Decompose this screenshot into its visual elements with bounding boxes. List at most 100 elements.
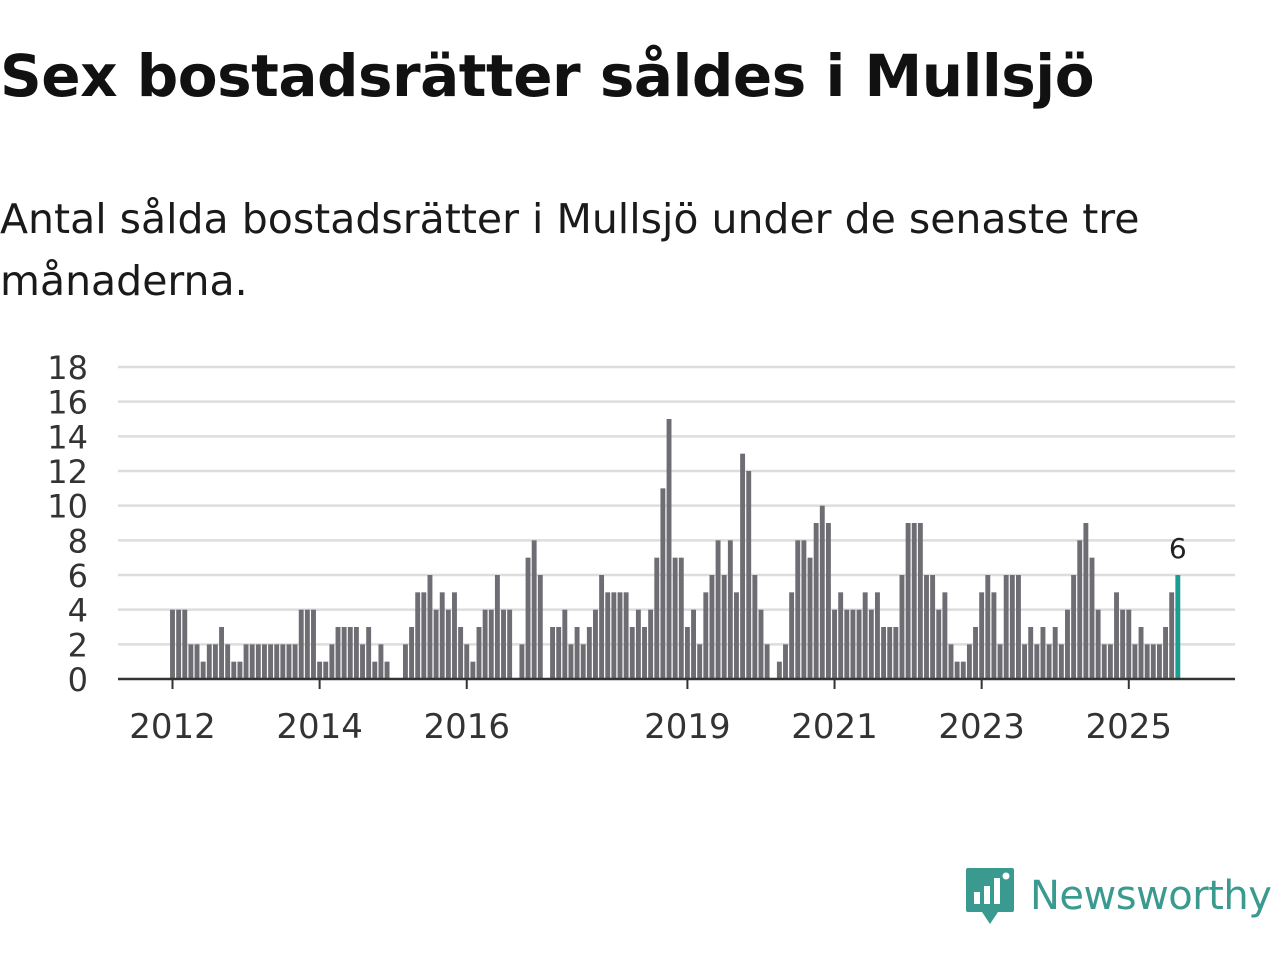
bar	[629, 627, 635, 679]
data-label-last: 6	[1169, 532, 1187, 565]
y-tick-label: 4	[68, 592, 88, 630]
bar	[979, 592, 985, 679]
bar	[985, 575, 991, 679]
y-tick-label: 6	[68, 557, 88, 595]
bar	[599, 575, 605, 679]
bar	[409, 627, 415, 679]
bar	[825, 523, 831, 679]
bar	[519, 644, 525, 679]
bar	[740, 453, 746, 679]
bar	[844, 609, 850, 679]
bar	[966, 644, 972, 679]
bar	[482, 609, 488, 679]
bar	[1144, 644, 1150, 679]
bar	[887, 627, 893, 679]
bar	[721, 575, 727, 679]
bar	[1065, 609, 1070, 679]
newsworthy-icon	[966, 868, 1014, 924]
bar	[1083, 523, 1089, 679]
bar	[623, 592, 629, 679]
bar	[617, 592, 623, 679]
bar	[666, 419, 672, 679]
bar	[795, 540, 801, 679]
y-tick-label: 8	[68, 522, 88, 560]
bar	[335, 627, 341, 679]
bar	[323, 661, 329, 679]
bar	[580, 644, 586, 679]
bar	[936, 609, 942, 679]
bar	[752, 575, 758, 679]
bar	[1034, 644, 1040, 679]
bar	[1095, 609, 1101, 679]
bar	[194, 644, 200, 679]
bar	[304, 609, 310, 679]
bar	[255, 644, 261, 679]
y-tick-label: 16	[47, 384, 88, 422]
y-tick-label: 0	[68, 661, 88, 699]
bar	[1071, 575, 1077, 679]
x-tick-label: 2012	[129, 707, 216, 747]
bar	[574, 627, 580, 679]
bar	[415, 592, 421, 679]
bar	[501, 609, 506, 679]
x-tick-label: 2025	[1086, 707, 1173, 747]
chart-title: Sex bostadsrätter såldes i Mullsjö	[0, 42, 1095, 110]
bar	[274, 644, 280, 679]
bar	[734, 592, 739, 679]
bar	[1009, 575, 1015, 679]
bar	[488, 609, 494, 679]
bar	[954, 661, 960, 679]
bar	[783, 644, 788, 679]
bar	[850, 609, 856, 679]
bar	[360, 644, 365, 679]
bar	[838, 592, 844, 679]
bar	[421, 592, 427, 679]
bar	[660, 488, 666, 679]
bar	[298, 609, 304, 679]
bar	[697, 644, 703, 679]
bar	[476, 627, 482, 679]
bar	[813, 523, 819, 679]
bar	[433, 609, 439, 679]
bar	[470, 661, 476, 679]
bar	[568, 644, 574, 679]
bar	[899, 575, 905, 679]
bar-highlight	[1175, 575, 1181, 679]
bar	[807, 557, 813, 679]
bar	[911, 523, 917, 679]
x-tick-label: 2023	[938, 707, 1025, 747]
bar	[427, 575, 433, 679]
bar	[1052, 627, 1058, 679]
bar	[556, 627, 562, 679]
bar	[176, 609, 182, 679]
bar	[225, 644, 231, 679]
bar	[635, 609, 641, 679]
bar	[206, 644, 212, 679]
bar	[1022, 644, 1028, 679]
bar	[746, 471, 752, 679]
brand-name: Newsworthy	[1030, 873, 1272, 919]
bar	[611, 592, 617, 679]
bar	[1089, 557, 1095, 679]
bar	[243, 644, 249, 679]
x-tick-label: 2014	[276, 707, 363, 747]
bar	[237, 661, 243, 679]
bar	[776, 661, 782, 679]
bar	[764, 644, 770, 679]
bar	[347, 627, 353, 679]
bar	[507, 609, 513, 679]
bar	[832, 609, 837, 679]
y-tick-label: 18	[47, 349, 88, 387]
bar	[924, 575, 929, 679]
bar	[875, 592, 880, 679]
x-tick-label: 2021	[791, 707, 878, 747]
bar	[249, 644, 255, 679]
chart-subtitle: Antal sålda bostadsrätter i Mullsjö unde…	[0, 195, 1140, 305]
bar	[402, 644, 408, 679]
bar	[525, 557, 531, 679]
bar-series	[170, 419, 1181, 679]
bar	[973, 627, 978, 679]
bar	[280, 644, 286, 679]
y-tick-label: 12	[47, 453, 88, 491]
